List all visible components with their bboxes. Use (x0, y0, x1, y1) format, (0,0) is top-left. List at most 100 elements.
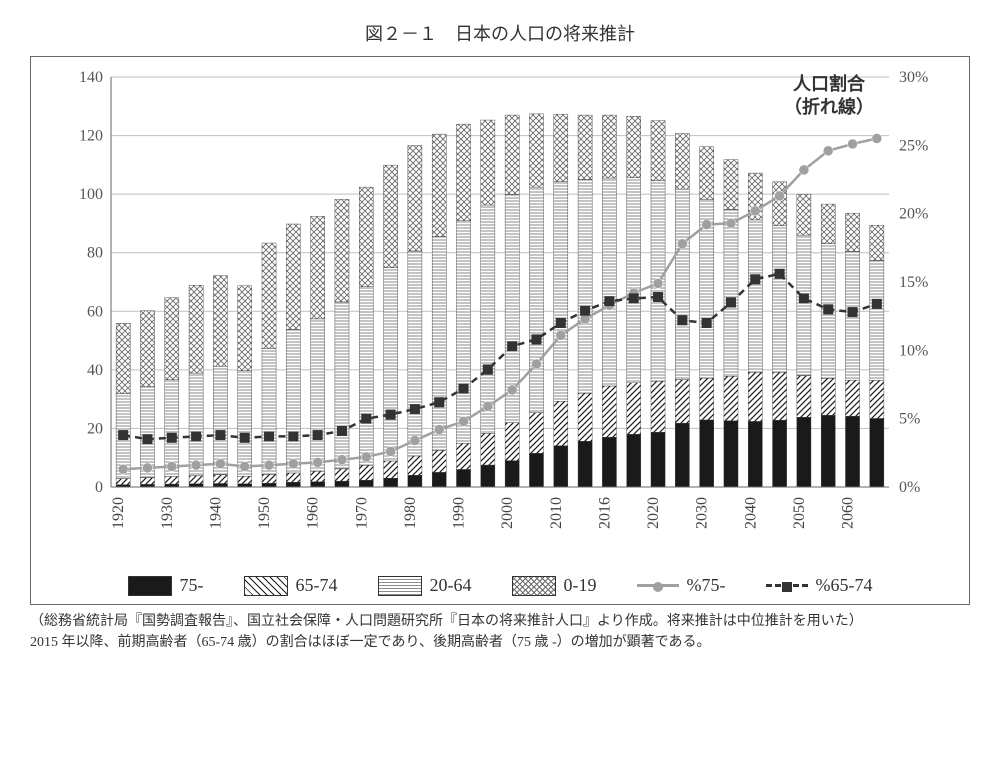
caption-body: 2015 年以降、前期高齢者（65-74 歳）の割合はほぼ一定であり、後期高齢者… (30, 632, 970, 653)
bar-age20_64 (748, 220, 762, 372)
bar-age75plus (748, 421, 762, 487)
bar-age20_64 (554, 182, 568, 402)
bar-age75plus (773, 420, 787, 487)
bar-age65_74 (359, 465, 373, 480)
svg-text:2040: 2040 (742, 497, 759, 529)
bar-age0_19 (262, 243, 276, 348)
chart-svg: 0204060801001201400%5%10%15%20%25%30%192… (41, 67, 959, 567)
bar-age0_19 (481, 120, 495, 205)
bar-age20_64 (238, 371, 252, 476)
bar-age65_74 (651, 381, 665, 432)
svg-text:60: 60 (87, 303, 103, 320)
bar-age65_74 (140, 478, 154, 485)
legend-item: 65-74 (244, 575, 338, 596)
bar-age20_64 (481, 205, 495, 433)
bar-age0_19 (675, 134, 689, 190)
bar-age65_74 (748, 372, 762, 421)
bar-age0_19 (140, 311, 154, 387)
bar-age20_64 (432, 237, 446, 451)
svg-text:140: 140 (79, 69, 103, 86)
bar-age65_74 (554, 401, 568, 446)
line-pct65_74 (123, 274, 877, 439)
svg-text:30%: 30% (899, 69, 928, 86)
svg-text:25%: 25% (899, 137, 928, 154)
bar-age65_74 (773, 372, 787, 420)
bar-age20_64 (359, 287, 373, 466)
bar-age0_19 (189, 285, 203, 373)
svg-text:100: 100 (79, 186, 103, 203)
chart-frame: 0204060801001201400%5%10%15%20%25%30%192… (30, 56, 970, 605)
bar-age65_74 (262, 474, 276, 483)
bar-age75plus (675, 423, 689, 487)
bar-age65_74 (627, 383, 641, 435)
bar-age75plus (335, 481, 349, 487)
svg-text:1960: 1960 (305, 497, 322, 529)
bar-age65_74 (845, 380, 859, 416)
bar-age20_64 (724, 209, 738, 376)
bar-age20_64 (311, 319, 325, 471)
svg-text:1950: 1950 (256, 497, 273, 529)
legend-item: 20-64 (378, 575, 472, 596)
svg-text:1990: 1990 (451, 497, 468, 529)
svg-text:2010: 2010 (548, 497, 565, 529)
bar-age0_19 (432, 134, 446, 237)
svg-text:2016: 2016 (596, 497, 613, 529)
bar-age0_19 (359, 187, 373, 287)
bar-age65_74 (456, 443, 470, 469)
bar-age75plus (529, 453, 543, 487)
bar-age20_64 (408, 251, 422, 456)
bar-age0_19 (335, 199, 349, 302)
bar-age65_74 (311, 471, 325, 482)
bar-age65_74 (578, 393, 592, 441)
bar-age65_74 (529, 413, 543, 454)
bar-age0_19 (845, 213, 859, 251)
bar-age75plus (408, 475, 422, 487)
bar-age75plus (797, 417, 811, 487)
bar-age0_19 (238, 286, 252, 371)
svg-text:5%: 5% (899, 411, 920, 428)
bar-age65_74 (116, 479, 130, 485)
bar-age0_19 (724, 160, 738, 210)
svg-text:1940: 1940 (207, 497, 224, 529)
bar-age20_64 (384, 268, 398, 461)
bar-age0_19 (797, 194, 811, 235)
bar-age0_19 (384, 165, 398, 268)
bar-age20_64 (602, 178, 616, 386)
bar-age0_19 (627, 116, 641, 178)
bar-age65_74 (700, 378, 714, 420)
legend-label: 0-19 (564, 575, 597, 596)
bar-age75plus (870, 418, 884, 487)
svg-text:20: 20 (87, 420, 103, 437)
bar-age75plus (651, 432, 665, 487)
bar-age0_19 (578, 115, 592, 179)
svg-text:2030: 2030 (694, 497, 711, 529)
bar-age75plus (724, 421, 738, 487)
bar-age0_19 (456, 124, 470, 221)
chart-area: 0204060801001201400%5%10%15%20%25%30%192… (41, 67, 959, 567)
bar-age0_19 (213, 276, 227, 367)
bar-age20_64 (675, 189, 689, 379)
bar-age65_74 (481, 433, 495, 465)
bar-age0_19 (529, 114, 543, 187)
bar-age75plus (262, 483, 276, 487)
bar-age65_74 (335, 469, 349, 481)
svg-text:10%: 10% (899, 342, 928, 359)
caption: （総務省統計局『国勢調査報告』、国立社会保障・人口問題研究所『日本の将来推計人口… (30, 611, 970, 653)
bar-age75plus (700, 420, 714, 487)
legend-label: 65-74 (296, 575, 338, 596)
bar-age65_74 (797, 376, 811, 418)
bar-age20_64 (286, 329, 300, 473)
svg-text:2060: 2060 (840, 497, 857, 529)
bar-age65_74 (724, 376, 738, 421)
svg-text:1930: 1930 (159, 497, 176, 529)
svg-text:0%: 0% (899, 479, 920, 496)
svg-text:2000: 2000 (499, 497, 516, 529)
secondary-axis-label: 人口割合 （折れ線） (784, 73, 874, 120)
svg-text:15%: 15% (899, 274, 928, 291)
bar-age20_64 (578, 180, 592, 394)
bar-age65_74 (505, 423, 519, 461)
svg-text:80: 80 (87, 245, 103, 262)
bar-age75plus (554, 446, 568, 487)
bar-age0_19 (700, 147, 714, 200)
bar-age65_74 (286, 473, 300, 482)
